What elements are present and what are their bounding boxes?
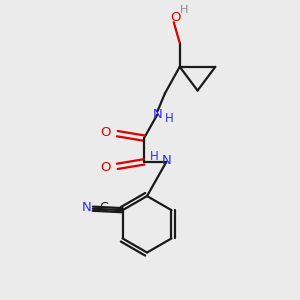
- Text: H: H: [165, 112, 174, 125]
- Text: H: H: [150, 150, 159, 163]
- Text: N: N: [153, 108, 162, 121]
- Text: O: O: [100, 126, 111, 139]
- Text: O: O: [170, 11, 181, 24]
- Text: H: H: [180, 5, 188, 15]
- Text: N: N: [82, 201, 92, 214]
- Text: C: C: [99, 201, 108, 214]
- Text: O: O: [100, 161, 111, 174]
- Text: N: N: [161, 154, 171, 167]
